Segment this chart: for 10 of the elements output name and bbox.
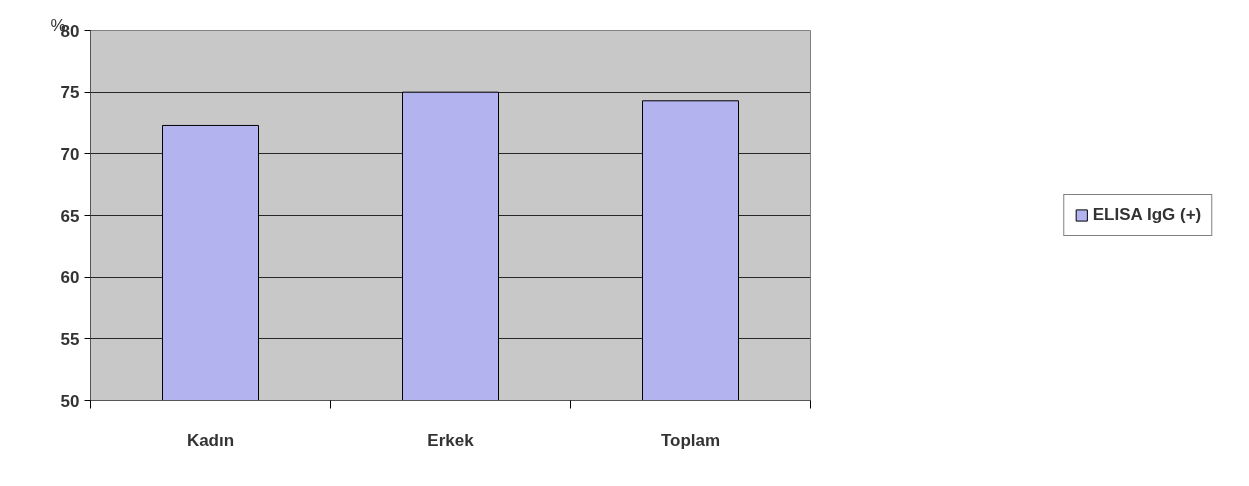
y-tick-label: 65 (60, 206, 80, 226)
x-tick-label: Toplam (660, 430, 721, 450)
x-tick-label: Kadın (186, 430, 235, 450)
y-tick-label: 75 (60, 83, 80, 103)
y-tick-label: 50 (60, 391, 80, 411)
y-tick-label: 55 (60, 329, 80, 349)
legend-label: ELISA IgG (+) (1092, 205, 1202, 225)
y-tick-label: 60 (60, 268, 80, 288)
x-tick-label: Erkek (427, 430, 475, 450)
y-tick-label: 70 (60, 144, 80, 164)
